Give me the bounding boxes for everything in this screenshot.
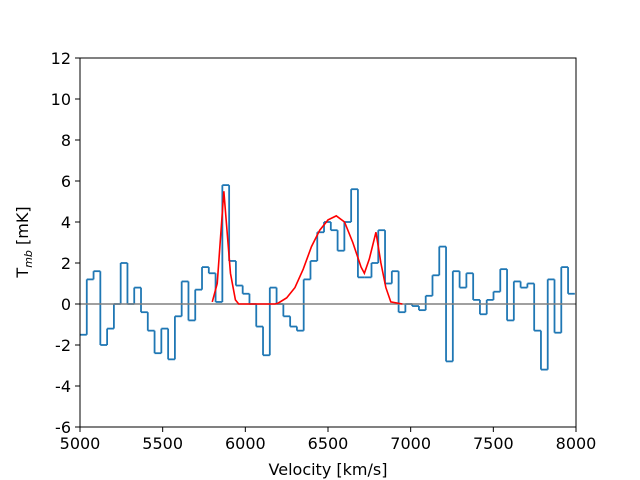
- y-tick-label: 6: [61, 172, 71, 191]
- x-tick-label: 6000: [225, 434, 266, 453]
- y-label-sub: mb: [22, 250, 35, 268]
- y-tick-label: 8: [61, 131, 71, 150]
- x-tick-label: 6500: [308, 434, 349, 453]
- y-tick-label: -6: [55, 418, 71, 437]
- x-tick-label: 7000: [390, 434, 431, 453]
- y-tick-label: 0: [61, 295, 71, 314]
- y-tick-label: -2: [55, 336, 71, 355]
- plot-frame: [79, 57, 577, 428]
- y-tick-label: 4: [61, 213, 71, 232]
- y-label-unit: [mK]: [13, 206, 32, 250]
- fit-line: [211, 191, 403, 305]
- y-tick-label: 12: [51, 49, 71, 68]
- x-tick-label: 5000: [60, 434, 101, 453]
- x-axis-label: Velocity [km/s]: [269, 460, 388, 479]
- x-tick-label: 5500: [142, 434, 183, 453]
- y-axis-label: Tmb [mK]: [13, 206, 35, 278]
- step-series: [80, 184, 575, 371]
- y-tick-label: 10: [51, 90, 71, 109]
- x-tick-label: 7500: [473, 434, 514, 453]
- x-tick-label: 8000: [556, 434, 597, 453]
- y-tick-label: -4: [55, 377, 71, 396]
- y-tick-label: 2: [61, 254, 71, 273]
- y-label-main: T: [13, 268, 32, 279]
